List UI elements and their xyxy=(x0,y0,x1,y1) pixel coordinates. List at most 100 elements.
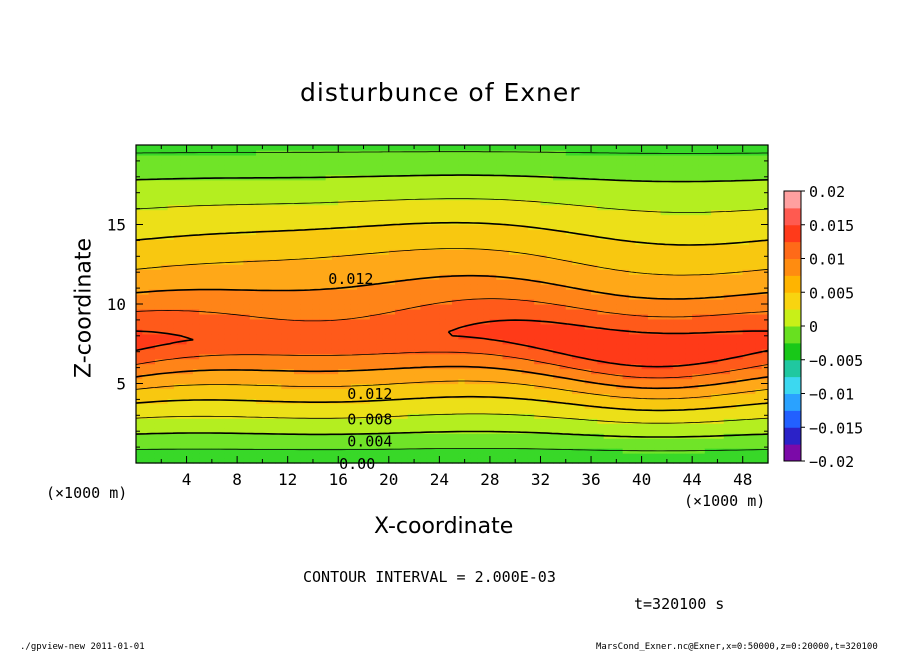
contour-cell xyxy=(445,214,453,221)
contour-cell xyxy=(426,443,434,449)
contour-cell xyxy=(382,189,390,196)
contour-cell xyxy=(256,413,263,419)
contour-cell xyxy=(325,264,333,270)
contour-cell xyxy=(464,388,472,395)
contour-cell xyxy=(584,244,592,250)
contour-cell xyxy=(515,433,523,439)
contour-cell xyxy=(275,289,282,295)
contour-cell xyxy=(262,259,270,265)
contour-cell xyxy=(256,328,263,335)
contour-cell xyxy=(243,145,251,151)
contour-cell xyxy=(420,318,428,325)
contour-cell xyxy=(249,383,257,390)
contour-cell xyxy=(439,189,447,196)
contour-cell xyxy=(616,338,624,345)
contour-cell xyxy=(287,433,295,439)
contour-cell xyxy=(496,159,504,166)
contour-cell xyxy=(622,308,630,315)
contour-cell xyxy=(452,313,459,320)
contour-cell xyxy=(401,338,409,345)
contour-cell xyxy=(319,328,327,335)
contour-cell xyxy=(452,209,459,216)
contour-cell xyxy=(161,184,169,191)
contour-cell xyxy=(483,174,491,181)
contour-cell xyxy=(483,453,491,459)
contour-cell xyxy=(142,353,150,360)
contour-cell xyxy=(433,149,440,156)
contour-cell xyxy=(508,408,516,414)
contour-cell xyxy=(401,174,409,181)
contour-cell xyxy=(622,209,630,216)
contour-cell xyxy=(350,199,358,206)
contour-cell xyxy=(477,333,485,340)
contour-cell xyxy=(388,224,396,231)
contour-cell xyxy=(344,244,352,250)
contour-cell xyxy=(300,458,308,464)
contour-cell xyxy=(338,244,346,250)
contour-cell xyxy=(578,269,586,275)
contour-cell xyxy=(407,408,415,414)
contour-cell xyxy=(616,249,624,255)
contour-cell xyxy=(433,214,440,221)
contour-cell xyxy=(281,433,289,439)
contour-cell xyxy=(445,279,453,285)
contour-cell xyxy=(496,318,504,325)
contour-cell xyxy=(565,224,573,231)
contour-cell xyxy=(521,388,529,395)
contour-cell xyxy=(477,264,485,270)
contour-cell xyxy=(502,164,510,171)
contour-cell xyxy=(407,145,415,151)
contour-cell xyxy=(489,443,497,449)
contour-cell xyxy=(420,145,428,151)
contour-cell xyxy=(218,393,226,400)
contour-cell xyxy=(527,229,535,236)
contour-cell xyxy=(578,294,586,300)
contour-cell xyxy=(565,413,573,419)
contour-cell xyxy=(572,398,579,404)
contour-cell xyxy=(382,383,390,390)
contour-cell xyxy=(546,164,554,171)
contour-cell xyxy=(167,323,175,330)
contour-cell xyxy=(331,458,339,464)
contour-cell xyxy=(572,378,579,385)
contour-cell xyxy=(382,149,390,156)
contour-cell xyxy=(275,448,282,454)
contour-cell xyxy=(489,179,497,186)
contour-cell xyxy=(527,264,535,270)
contour-cell xyxy=(180,239,188,245)
contour-cell xyxy=(256,393,263,400)
contour-cell xyxy=(433,438,440,444)
contour-cell xyxy=(136,358,143,365)
contour-cell xyxy=(275,388,282,395)
contour-cell xyxy=(363,458,371,464)
contour-cell xyxy=(287,408,295,414)
contour-cell xyxy=(540,378,548,385)
contour-cell xyxy=(464,348,472,355)
contour-cell xyxy=(148,443,156,449)
contour-cell xyxy=(192,308,200,315)
contour-cell xyxy=(578,229,586,236)
contour-cell xyxy=(540,368,548,375)
contour-cell xyxy=(622,428,630,434)
contour-cell xyxy=(439,418,447,424)
contour-cell xyxy=(610,458,617,464)
contour-cell xyxy=(167,313,175,320)
contour-cell xyxy=(230,358,238,365)
contour-cell xyxy=(401,453,409,459)
contour-cell xyxy=(426,453,434,459)
contour-cell xyxy=(515,323,523,330)
contour-cell xyxy=(180,403,188,409)
contour-cell xyxy=(338,333,346,340)
contour-cell xyxy=(439,373,447,380)
contour-cell xyxy=(426,323,434,330)
contour-cell xyxy=(142,388,150,395)
contour-cell xyxy=(477,458,485,464)
contour-cell xyxy=(452,443,459,449)
contour-cell xyxy=(622,204,630,211)
contour-cell xyxy=(243,323,251,330)
contour-cell xyxy=(154,284,162,290)
contour-cell xyxy=(559,145,567,151)
contour-cell xyxy=(382,199,390,206)
contour-cell xyxy=(224,299,232,305)
contour-cell xyxy=(559,299,567,305)
